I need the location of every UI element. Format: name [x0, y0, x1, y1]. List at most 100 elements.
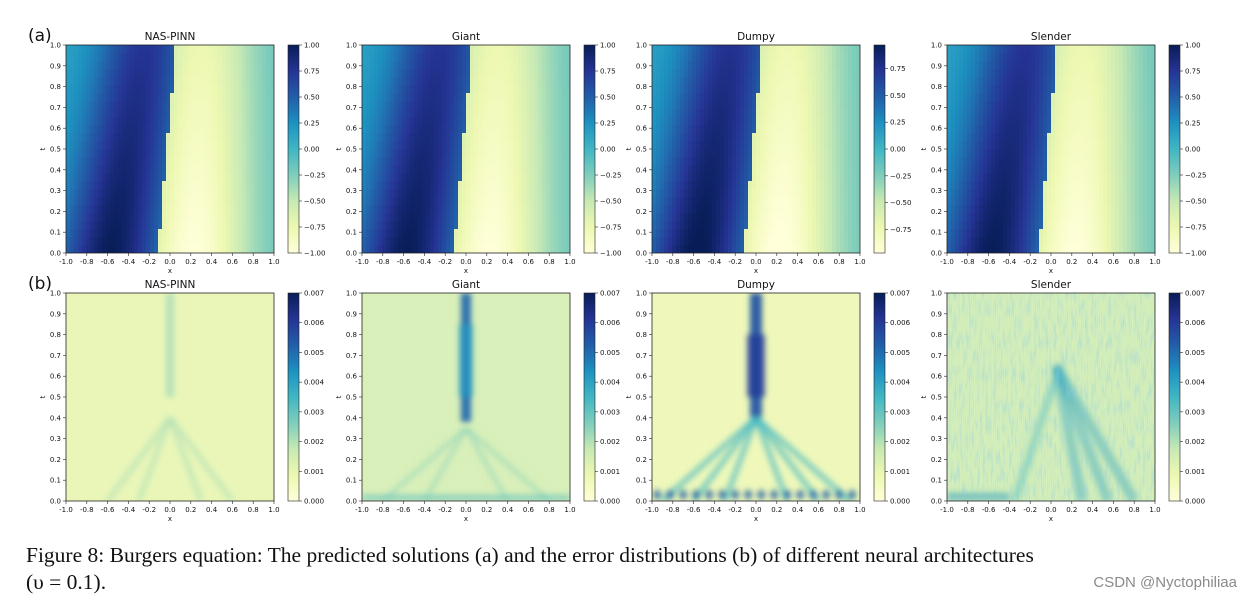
heatmap-cell [1059, 85, 1064, 94]
heatmap-cell [78, 221, 83, 230]
heatmap-cell [106, 157, 111, 166]
heatmap-cell [1023, 141, 1028, 150]
heatmap-cell [1091, 101, 1096, 110]
heatmap-cell [242, 53, 247, 62]
heatmap-cell [979, 77, 984, 86]
t-tick-label: 0.9 [346, 62, 357, 70]
heatmap-cell [226, 245, 231, 253]
heatmap-cell [182, 45, 187, 54]
heatmap-cell [832, 69, 837, 78]
heatmap-cell [482, 221, 487, 230]
heatmap-cell [955, 69, 960, 78]
heatmap-cell [963, 61, 968, 70]
heatmap-cell [1095, 69, 1100, 78]
heatmap-cell [856, 85, 860, 94]
heatmap-cell [1139, 133, 1144, 142]
heatmap-cell [390, 237, 395, 246]
heatmap-cell [190, 101, 195, 110]
heatmap-cell [110, 61, 115, 70]
heatmap-cell [510, 101, 515, 110]
heatmap-cell [772, 61, 777, 70]
heatmap-cell [118, 181, 123, 190]
heatmap-cell [530, 205, 535, 214]
heatmap-cell [1131, 85, 1136, 94]
heatmap-cell [430, 109, 435, 118]
heatmap-cell [454, 221, 459, 230]
heatmap-cell [466, 149, 471, 158]
heatmap-cell [1043, 53, 1048, 62]
heatmap-cell [1115, 101, 1120, 110]
heatmap-cell [258, 213, 263, 222]
heatmap-cell [366, 125, 371, 134]
heatmap-cell [971, 45, 976, 54]
heatmap-cell [1051, 69, 1056, 78]
heatmap-cell [378, 149, 383, 158]
heatmap-cell [716, 93, 721, 102]
heatmap-cell [266, 213, 271, 222]
heatmap-cell [122, 165, 127, 174]
heatmap-cell [474, 213, 479, 222]
heatmap-cell [514, 189, 519, 198]
heatmap-cell [126, 101, 131, 110]
heatmap-cell [804, 213, 809, 222]
heatmap-cell [186, 229, 191, 238]
heatmap-cell [78, 173, 83, 182]
heatmap-cell [959, 133, 964, 142]
heatmap-cell [947, 93, 952, 102]
heatmap-cell [430, 53, 435, 62]
heatmap-cell [70, 221, 75, 230]
heatmap-cell [146, 237, 151, 246]
heatmap-cell [386, 117, 391, 126]
heatmap-cell [1151, 133, 1155, 142]
heatmap-cell [1135, 53, 1140, 62]
heatmap-cell [534, 149, 539, 158]
heatmap-cell [426, 61, 431, 70]
heatmap-cell [410, 229, 415, 238]
heatmap-cell [378, 61, 383, 70]
heatmap-cell [518, 181, 523, 190]
heatmap-cell [1007, 61, 1012, 70]
heatmap-cell [194, 53, 199, 62]
heatmap-cell [816, 117, 821, 126]
heatmap-cell [506, 221, 511, 230]
heatmap-cell [506, 229, 511, 238]
heatmap-cell [558, 181, 563, 190]
heatmap-cell [752, 69, 757, 78]
heatmap-cell [482, 245, 487, 253]
heatmap-cell [1027, 61, 1032, 70]
heatmap-cell [716, 125, 721, 134]
heatmap-cell [752, 181, 757, 190]
heatmap-cell [1039, 85, 1044, 94]
heatmap-cell [760, 141, 765, 150]
heatmap-cell [466, 101, 471, 110]
heatmap-cell [1123, 53, 1128, 62]
heatmap-cell [74, 93, 79, 102]
heatmap-cell [808, 93, 813, 102]
colorbar-tick-label: −0.50 [600, 198, 621, 206]
heatmap-cell [1043, 61, 1048, 70]
heatmap-cell [430, 85, 435, 94]
heatmap-cell [768, 109, 773, 118]
heatmap-cell [254, 181, 259, 190]
heatmap-cell [1019, 93, 1024, 102]
heatmap-cell [506, 61, 511, 70]
heatmap-cell [656, 61, 661, 70]
heatmap-cell [784, 229, 789, 238]
heatmap-cell [1123, 93, 1128, 102]
heatmap-cell [804, 77, 809, 86]
heatmap-cell [158, 237, 163, 246]
heatmap-cell [470, 157, 475, 166]
heatmap-cell [756, 53, 761, 62]
heatmap-cell [680, 221, 685, 230]
heatmap-cell [402, 229, 407, 238]
heatmap-cell [656, 109, 661, 118]
heatmap-cell [780, 77, 785, 86]
heatmap-cell [848, 117, 853, 126]
heatmap-cell [1035, 141, 1040, 150]
heatmap-cell [178, 53, 183, 62]
heatmap-cell [664, 149, 669, 158]
heatmap-cell [999, 77, 1004, 86]
heatmap-cell [382, 45, 387, 54]
heatmap-cell [246, 173, 251, 182]
heatmap-cell [522, 133, 527, 142]
